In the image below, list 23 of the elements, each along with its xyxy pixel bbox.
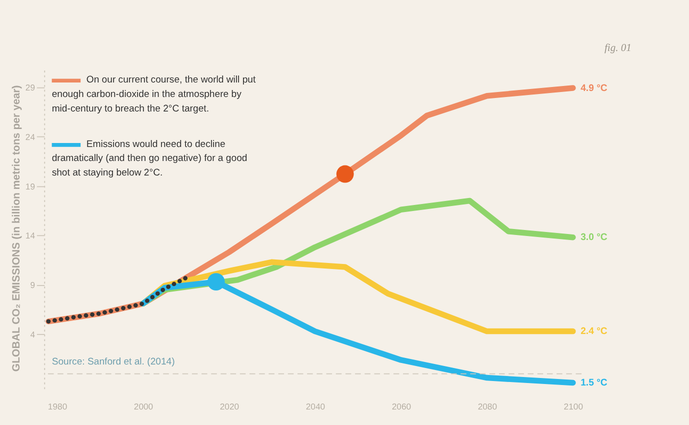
x-tick-label: 2080 bbox=[478, 401, 498, 412]
y-axis-title: GLOBAL CO₂ EMISSIONS (in billion metric tons per year) bbox=[10, 85, 23, 372]
caption: fig. 01 bbox=[604, 42, 632, 54]
x-tick-label: 2100 bbox=[564, 401, 584, 412]
y-tick-label: 14 bbox=[25, 230, 36, 241]
annotation: Emissions would need to decline dramatically (and then go negative) for a good shot at staying below 2°C. bbox=[52, 138, 248, 179]
series-label: 4.9 °C bbox=[580, 82, 608, 94]
series-label: 1.5 °C bbox=[580, 378, 608, 389]
x-tick-label: 2000 bbox=[134, 401, 154, 412]
y-tick-label: 4 bbox=[30, 330, 36, 340]
x-tick-label: 1980 bbox=[48, 401, 68, 412]
y-tick-label: 24 bbox=[25, 132, 36, 142]
series-label: 2.4 °C bbox=[580, 326, 608, 338]
y-tick-label: 29 bbox=[25, 82, 36, 92]
series-label: 3.0 °C bbox=[580, 232, 608, 244]
y-tick-label: 9 bbox=[30, 280, 36, 290]
annotation: On our current course, the world will put enough carbon-dioxide in the atmosphere by mid-century to breach the 2°C target. bbox=[52, 74, 256, 114]
x-tick-label: 2060 bbox=[392, 401, 412, 412]
line-series bbox=[46, 276, 188, 324]
x-tick-label: 2020 bbox=[220, 401, 240, 412]
y-tick-label: 19 bbox=[25, 181, 36, 192]
x-tick-label: 2040 bbox=[306, 401, 326, 412]
annotation: Source: Sanford et al. (2014) bbox=[52, 356, 175, 368]
